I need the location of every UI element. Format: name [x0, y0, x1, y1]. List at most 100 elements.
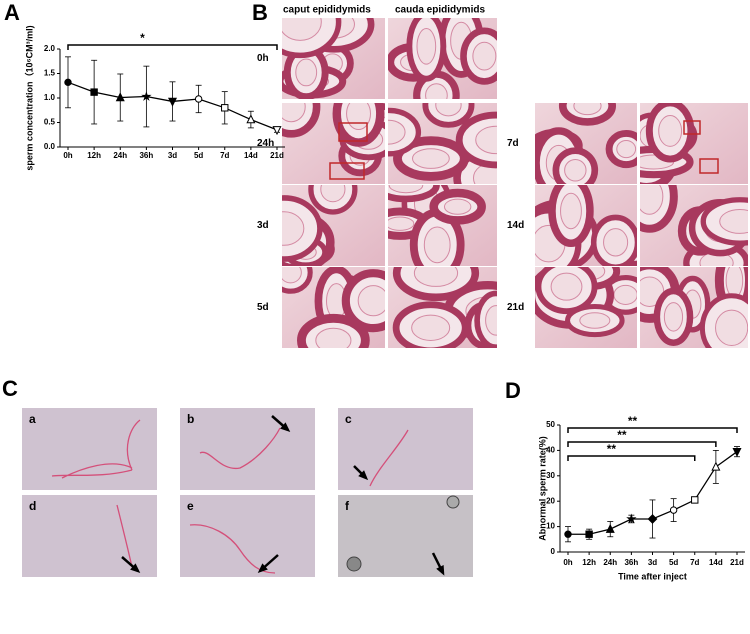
- significance-label: **: [617, 428, 627, 442]
- marker: [90, 88, 98, 96]
- significance-bracket: [567, 441, 717, 447]
- histology-image: [535, 103, 637, 184]
- image-label: b: [187, 412, 194, 426]
- sperm: [199, 427, 281, 469]
- x-tick-label: 7d: [220, 151, 229, 160]
- y-tick-label: 10: [546, 522, 555, 531]
- x-tick-label: 21d: [730, 558, 744, 567]
- lumen: [412, 148, 450, 169]
- histology-image: [388, 185, 497, 266]
- x-tick-label: 21d: [270, 151, 284, 160]
- panel-label: D: [505, 378, 521, 403]
- tissue: [535, 185, 637, 266]
- column-label: cauda epididymids: [395, 5, 485, 16]
- image-label: e: [187, 499, 194, 513]
- y-tick-label: 1.5: [44, 69, 56, 78]
- row-label: 21d: [507, 302, 524, 313]
- arrow-head: [358, 470, 369, 481]
- panel-label: B: [252, 0, 268, 25]
- highlight-box: [338, 122, 368, 142]
- lumen: [640, 185, 664, 215]
- y-tick-label: 20: [546, 496, 555, 505]
- significance-label: **: [607, 442, 617, 456]
- x-tick-label: 14d: [709, 558, 723, 567]
- y-axis-label: sperm concentration（10⁶CM³/ml): [24, 25, 34, 170]
- row-label: 3d: [257, 220, 269, 231]
- lumen: [388, 185, 424, 194]
- lumen: [550, 272, 583, 301]
- image-label: f: [345, 499, 350, 513]
- histology-image: [535, 185, 637, 266]
- marker: [691, 496, 699, 504]
- tissue: [640, 185, 748, 266]
- lumen: [282, 18, 322, 41]
- histology-image: [640, 185, 748, 266]
- marker: [272, 126, 282, 136]
- lumen: [435, 103, 462, 117]
- x-axis-label: Time after inject: [618, 571, 687, 581]
- sperm: [51, 419, 141, 479]
- micrograph: [22, 408, 157, 490]
- row-label: 24h: [257, 138, 274, 149]
- highlight-box: [329, 162, 365, 180]
- lumen: [443, 198, 472, 215]
- marker: [115, 92, 125, 102]
- row-label: 14d: [507, 220, 524, 231]
- y-tick-label: 1.0: [44, 93, 56, 102]
- marker: [221, 104, 229, 112]
- x-tick-label: 14d: [244, 151, 258, 160]
- image-label: a: [29, 412, 36, 426]
- micrograph: [180, 408, 315, 490]
- arrow-head: [130, 563, 141, 573]
- lumen: [658, 114, 683, 147]
- significance-label: **: [628, 414, 638, 428]
- lumen: [715, 309, 748, 346]
- x-tick-label: 3d: [648, 558, 657, 567]
- row-label: 5d: [257, 302, 269, 313]
- tissue: [640, 103, 748, 184]
- y-tick-label: 2.0: [44, 44, 56, 53]
- histology-image: [282, 185, 385, 266]
- y-tick-label: 0: [551, 547, 556, 556]
- micrograph: [180, 495, 315, 577]
- marker: [711, 461, 721, 471]
- lumen: [725, 267, 744, 298]
- arrow-head: [280, 422, 291, 432]
- x-tick-label: 12h: [582, 558, 596, 567]
- lumen: [425, 83, 448, 99]
- lumen: [357, 285, 385, 317]
- x-tick-label: 5d: [194, 151, 203, 160]
- sperm-image: [22, 495, 157, 577]
- panel-label: A: [4, 0, 20, 25]
- tissue: [535, 103, 637, 184]
- row-label: 0h: [257, 53, 269, 64]
- x-tick-label: 5d: [669, 558, 678, 567]
- sperm: [116, 504, 133, 568]
- lumen: [603, 228, 629, 257]
- row-label: 7d: [507, 138, 519, 149]
- histology-image: [388, 103, 497, 184]
- lumen: [663, 302, 684, 332]
- marker: [141, 91, 152, 101]
- panel-label: C: [2, 376, 18, 401]
- lumen: [413, 267, 459, 287]
- tissue: [388, 185, 497, 266]
- lumen: [719, 209, 748, 234]
- x-tick-label: 7d: [690, 558, 699, 567]
- tissue: [535, 267, 637, 348]
- lumen: [282, 103, 306, 123]
- lumen: [579, 312, 611, 329]
- histology-image: [282, 18, 385, 99]
- lumen: [485, 305, 497, 336]
- histology-image: [535, 267, 637, 348]
- sperm-image: [180, 495, 315, 577]
- lumen: [282, 267, 302, 284]
- y-tick-label: 30: [546, 471, 555, 480]
- histology-image: [388, 267, 497, 348]
- histology-image: [640, 267, 748, 348]
- marker: [669, 506, 678, 514]
- tissue: [388, 18, 497, 99]
- lumen: [613, 284, 637, 305]
- marker: [194, 95, 203, 103]
